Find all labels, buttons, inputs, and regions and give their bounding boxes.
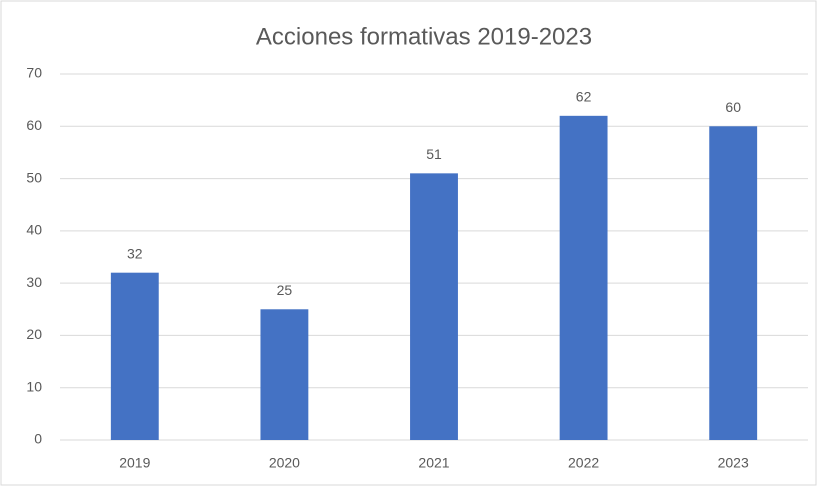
x-tick-label: 2021 [418,455,449,471]
bar [110,272,159,440]
x-tick-label: 2019 [119,455,150,471]
bar [559,115,608,440]
data-label: 25 [277,282,293,298]
y-tick-label: 70 [26,65,42,81]
bar [709,126,758,441]
chart-title: Acciones formativas 2019-2023 [256,23,592,50]
data-label: 51 [426,146,442,162]
x-tick-label: 2022 [568,455,599,471]
x-tick-label: 2023 [718,455,749,471]
y-tick-label: 20 [26,326,42,342]
bar [410,173,458,441]
y-tick-label: 50 [26,169,42,185]
y-tick-label: 30 [26,274,42,290]
y-tick-label: 0 [34,431,42,447]
y-tick-label: 10 [26,378,42,394]
x-tick-label: 2020 [269,455,300,471]
y-tick-label: 60 [26,117,42,133]
data-label: 62 [576,89,592,105]
bar [260,309,309,440]
data-label: 32 [127,245,143,261]
data-label: 60 [725,99,741,115]
y-tick-label: 40 [26,222,42,238]
